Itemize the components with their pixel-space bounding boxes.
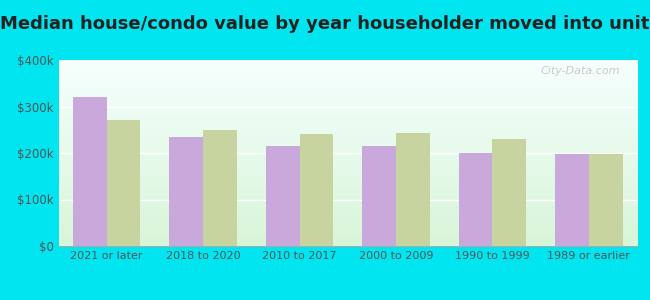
Bar xyxy=(396,133,430,246)
Bar xyxy=(493,139,526,246)
Bar xyxy=(266,146,300,246)
Bar xyxy=(170,137,203,246)
Bar xyxy=(73,97,107,246)
Bar xyxy=(203,130,237,246)
Bar xyxy=(555,154,589,246)
Bar xyxy=(589,154,623,246)
Bar xyxy=(362,146,396,246)
Bar xyxy=(300,134,333,246)
Text: City-Data.com: City-Data.com xyxy=(540,66,619,76)
Legend: South Milwaukee, Wisconsin: South Milwaukee, Wisconsin xyxy=(211,298,484,300)
Bar xyxy=(459,153,493,246)
Bar xyxy=(107,120,140,246)
Text: Median house/condo value by year householder moved into unit: Median house/condo value by year househo… xyxy=(0,15,650,33)
